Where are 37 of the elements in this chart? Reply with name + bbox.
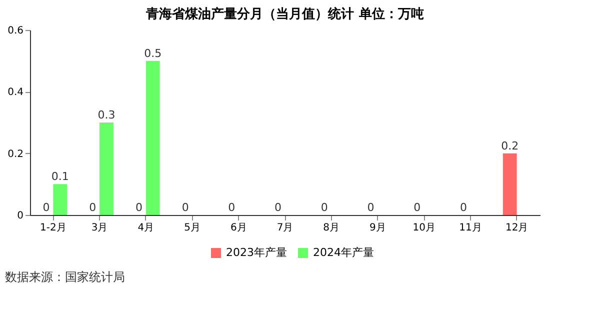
data-label: 0 xyxy=(367,201,374,214)
legend-label: 2023年产量 xyxy=(226,246,287,259)
data-label: 0 xyxy=(460,201,467,214)
data-label: 0 xyxy=(228,201,236,214)
data-label: 0 xyxy=(182,201,189,214)
bar xyxy=(146,60,160,215)
bar xyxy=(502,153,517,215)
data-label: 0.2 xyxy=(501,139,519,152)
data-label: 0 xyxy=(274,201,282,214)
x-tick-label: 10月 xyxy=(412,222,436,234)
chart-title: 青海省煤油产量分月（当月值）统计 单位：万吨 xyxy=(145,6,424,22)
data-label: 0 xyxy=(320,201,328,214)
y-tick-label: 0.6 xyxy=(8,26,24,36)
bar xyxy=(100,122,114,215)
x-tick-label: 3月 xyxy=(91,222,108,234)
bar xyxy=(53,184,68,215)
data-label: 0.5 xyxy=(144,46,162,60)
y-tick-label: 0 xyxy=(17,210,24,222)
data-label: 0.1 xyxy=(51,170,69,184)
x-tick-label: 1-2月 xyxy=(40,222,66,234)
y-tick-label: 0.4 xyxy=(8,87,24,98)
x-tick-label: 7月 xyxy=(276,222,294,234)
x-tick-label: 8月 xyxy=(323,222,340,234)
data-label: 0 xyxy=(414,201,421,214)
y-tick-label: 0.2 xyxy=(8,148,24,160)
data-label: 0 xyxy=(135,201,142,214)
x-tick-label: 9月 xyxy=(370,222,386,234)
x-tick-label: 5月 xyxy=(184,222,200,234)
data-label: 0.3 xyxy=(98,108,116,122)
x-tick-label: 12月 xyxy=(505,222,528,234)
data-label: 0 xyxy=(42,201,50,214)
x-tick-label: 11月 xyxy=(459,222,482,234)
source-note: 数据来源：国家统计局 xyxy=(5,270,125,284)
x-tick-label: 6月 xyxy=(230,222,247,234)
data-label: 0 xyxy=(89,201,96,214)
legend-label: 2024年产量 xyxy=(313,246,374,259)
x-tick-label: 4月 xyxy=(138,222,154,234)
